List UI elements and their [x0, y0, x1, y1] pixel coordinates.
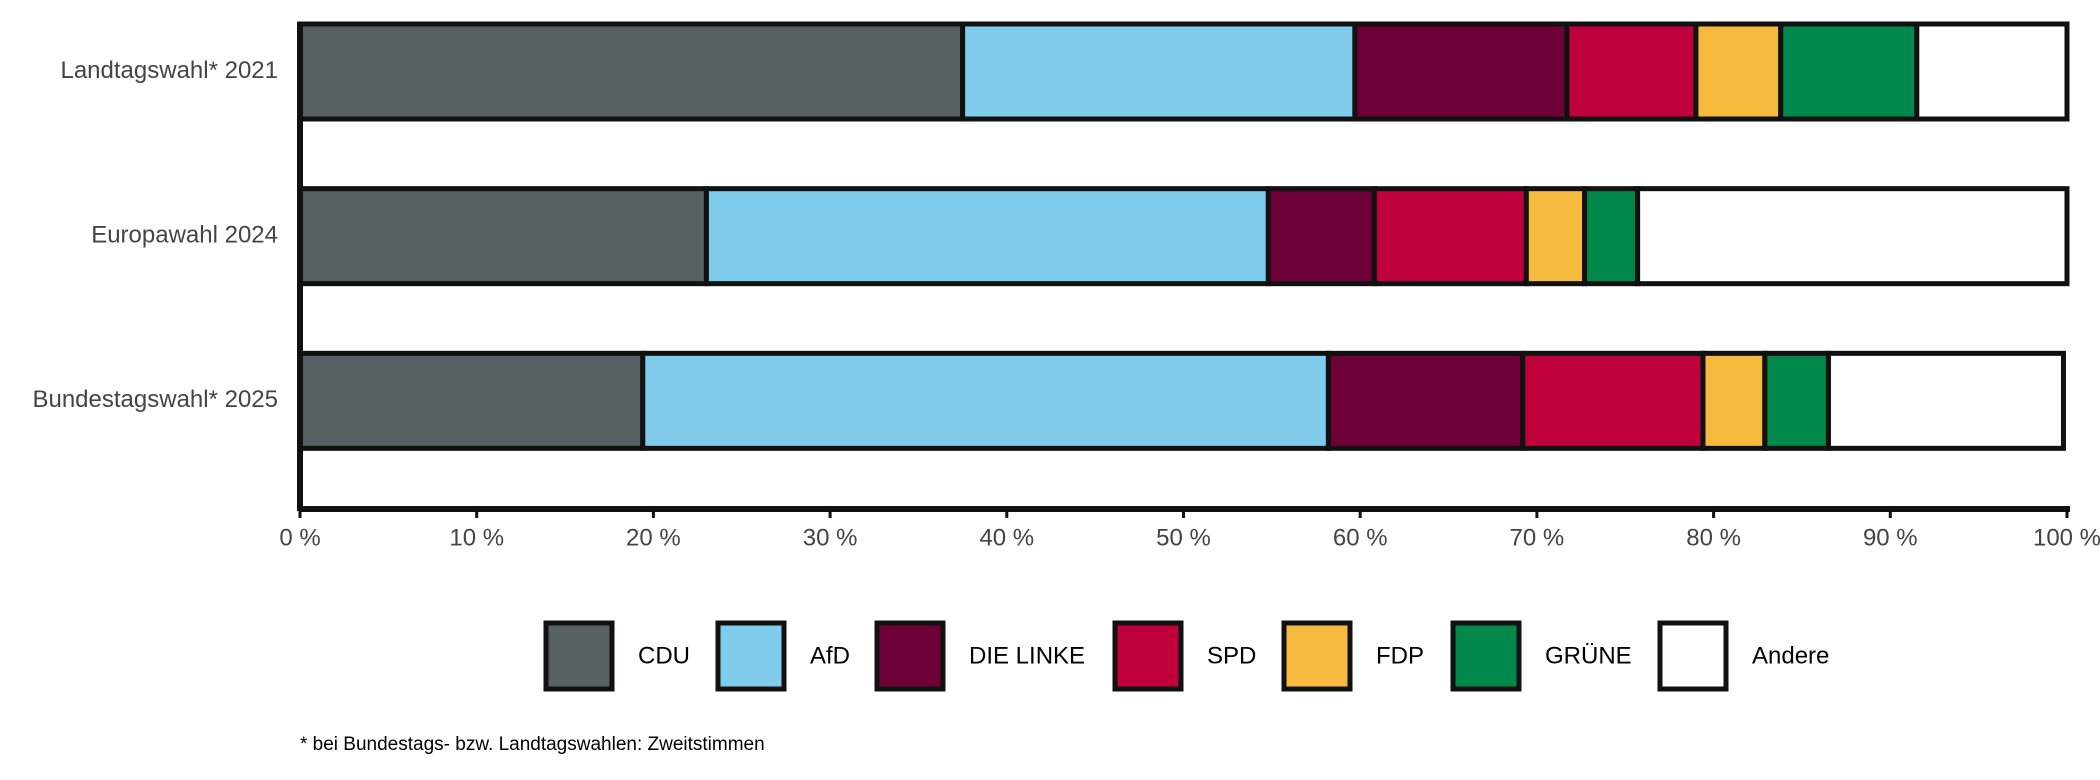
bar-segment [297, 21, 966, 122]
y-tick-label: Europawahl 2024 [91, 222, 278, 249]
bar-segment [297, 350, 646, 451]
bar-segment [1325, 350, 1526, 451]
x-tick-label: 10 % [449, 524, 504, 551]
bar-segment [960, 21, 1358, 122]
bar-segment [1371, 186, 1529, 287]
legend-swatch [1450, 620, 1522, 692]
legend-swatch [715, 620, 787, 692]
bar-segment [1825, 350, 2066, 451]
bar-segment [1778, 21, 1920, 122]
legend-swatch [1112, 620, 1184, 692]
legend-label: DIE LINKE [969, 642, 1085, 669]
legend-label: SPD [1207, 642, 1256, 669]
x-tick-label: 0 % [279, 524, 320, 551]
bar-segment [1762, 350, 1831, 451]
legend-swatch [1281, 620, 1353, 692]
bar-segment [1520, 350, 1706, 451]
x-tick-label: 40 % [979, 524, 1034, 551]
bar-segment [1635, 186, 2070, 287]
bar-segment [1700, 350, 1768, 451]
bar-segment [1523, 186, 1588, 287]
bar-segment [1914, 21, 2070, 122]
x-tick-label: 100 % [2033, 524, 2100, 551]
bar-segment [640, 350, 1331, 451]
x-tick-label: 50 % [1156, 524, 1211, 551]
bar-segment [1564, 21, 1699, 122]
bar-segment [1265, 186, 1377, 287]
legend-label: AfD [810, 642, 850, 669]
x-tick-label: 60 % [1333, 524, 1388, 551]
bar-segment [1352, 21, 1570, 122]
x-tick-label: 30 % [803, 524, 858, 551]
legend-label: GRÜNE [1545, 642, 1632, 669]
legend-swatch [1657, 620, 1729, 692]
legend-label: CDU [638, 642, 690, 669]
x-tick-label: 80 % [1686, 524, 1741, 551]
legend-swatch [543, 620, 615, 692]
y-tick-label: Bundestagswahl* 2025 [32, 386, 278, 413]
y-tick-label: Landtagswahl* 2021 [60, 57, 278, 84]
bar-segment [1582, 186, 1641, 287]
x-tick-label: 70 % [1510, 524, 1565, 551]
footnote: * bei Bundestags- bzw. Landtagswahlen: Z… [300, 734, 765, 755]
bar-segment [1693, 21, 1784, 122]
bar-segment [297, 186, 709, 287]
bar-segment [703, 186, 1271, 287]
x-tick-label: 20 % [626, 524, 681, 551]
legend-swatch [874, 620, 946, 692]
x-tick-label: 90 % [1863, 524, 1918, 551]
legend-label: Andere [1752, 642, 1829, 669]
legend-label: FDP [1376, 642, 1424, 669]
